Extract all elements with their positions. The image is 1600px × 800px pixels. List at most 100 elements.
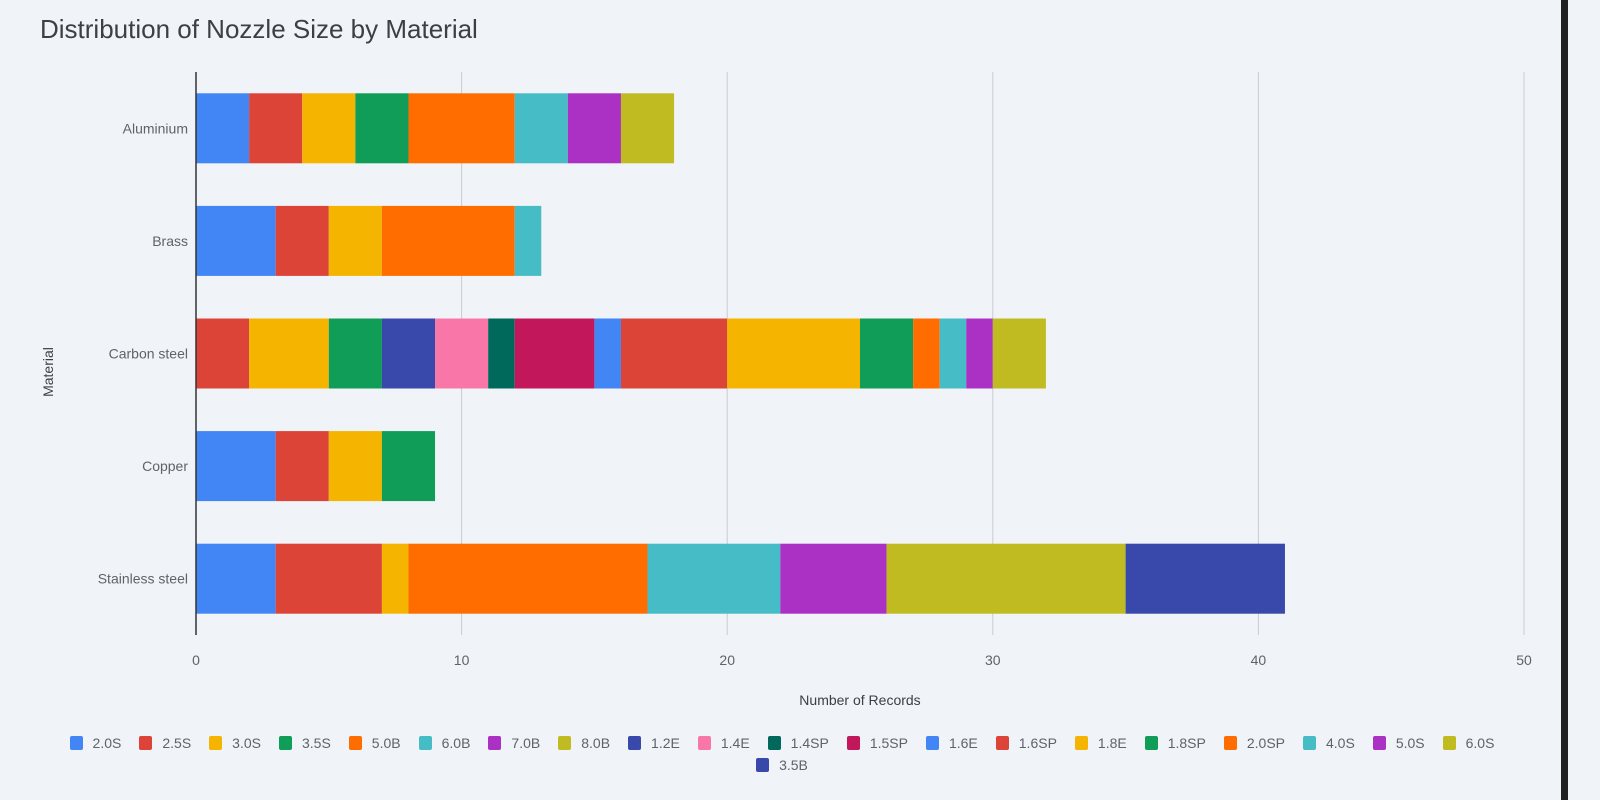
legend-item[interactable]: 2.0S [69, 733, 122, 752]
legend-label: 3.0S [232, 734, 261, 751]
legend-swatch [69, 735, 83, 750]
bar-segment-5.0S [780, 543, 887, 614]
bar-segment-3.0S [249, 318, 329, 389]
legend-swatch [488, 735, 502, 750]
y-tick-label: Copper [142, 458, 188, 474]
legend-label: 2.5S [162, 734, 192, 751]
legend-item[interactable]: 6.0S [1442, 733, 1494, 752]
bar-segment-2.5S [249, 93, 303, 164]
legend-item[interactable]: 7.0B [488, 733, 540, 752]
legend-item[interactable]: 1.5SP [846, 733, 908, 752]
legend-label: 1.8SP [1167, 734, 1206, 751]
x-axis-label: Number of Records [799, 692, 920, 708]
legend-swatch [418, 735, 432, 750]
legend-label: 5.0S [1395, 734, 1425, 751]
bar-segment-1.6E [594, 318, 621, 389]
legend: 2.0S 2.5S 3.0S 3.5S 5.0B 6.0B 7.0B 8.0B 1.2E 1.4E… [40, 733, 1530, 774]
legend-label: 1.8E [1097, 734, 1127, 751]
legend-item[interactable]: 1.4SP [767, 733, 829, 752]
legend-label: 7.0B [511, 734, 541, 751]
legend-swatch [348, 735, 362, 750]
bar-segment-8.0B [620, 93, 675, 164]
bar-segment-2.0SP [408, 543, 648, 614]
legend-swatch [1372, 735, 1386, 750]
bar-segment-2.0S [196, 431, 276, 502]
legend-swatch [756, 757, 770, 772]
bar-segment-5.0B [381, 205, 515, 276]
bar-segment-2.5S [275, 543, 382, 614]
legend-label: 1.4E [720, 734, 750, 751]
legend-swatch [925, 735, 939, 750]
y-tick-label: Stainless steel [98, 571, 188, 587]
legend-item[interactable]: 4.0S [1303, 733, 1355, 752]
x-tick-label: 30 [985, 652, 1001, 668]
legend-label: 1.6SP [1018, 734, 1057, 751]
chart-title: Distribution of Nozzle Size by Material [40, 14, 478, 44]
legend-item[interactable]: 3.5S [278, 733, 331, 752]
legend-swatch [139, 735, 153, 750]
bar-segment-3.5S [381, 431, 436, 502]
bar-segment-3.5S [355, 93, 409, 164]
legend-label: 1.4SP [790, 734, 829, 751]
x-tick-label: 40 [1251, 652, 1267, 668]
legend-swatch [846, 735, 860, 750]
legend-label: 1.5SP [869, 734, 908, 751]
y-axis-label: Material [40, 347, 56, 397]
legend-label: 5.0B [371, 734, 401, 751]
legend-swatch [628, 735, 642, 750]
bar-segment-1.2E [381, 318, 436, 389]
legend-swatch [1442, 735, 1456, 750]
x-tick-label: 0 [192, 652, 200, 668]
legend-item[interactable]: 2.0SP [1223, 733, 1285, 752]
bar-segment-3.5B [1125, 543, 1285, 614]
legend-swatch [209, 735, 223, 750]
legend-swatch [1144, 735, 1158, 750]
legend-item[interactable]: 5.0S [1372, 733, 1425, 752]
bar-segment-4.0S [647, 543, 781, 614]
bar-segment-3.0S [328, 431, 382, 502]
x-tick-label: 50 [1516, 652, 1532, 668]
legend-swatch [1303, 735, 1316, 750]
legend-label: 1.6E [948, 734, 978, 751]
legend-item[interactable]: 6.0B [418, 733, 470, 752]
y-tick-label: Carbon steel [109, 346, 188, 362]
bar-segment-5.0B [408, 93, 515, 164]
bar-segment-2.5S [275, 431, 329, 502]
legend-item[interactable]: 1.6SP [995, 733, 1057, 752]
legend-label: 3.5B [779, 756, 808, 773]
bar-segment-1.4SP [488, 318, 515, 389]
legend-item[interactable]: 2.5S [139, 733, 191, 752]
legend-item[interactable]: 1.6E [925, 733, 978, 752]
legend-item[interactable]: 1.2E [628, 733, 680, 752]
legend-label: 2.0SP [1246, 734, 1285, 751]
y-tick-label: Brass [152, 233, 188, 249]
x-tick-label: 10 [454, 652, 470, 668]
legend-item[interactable]: 5.0B [348, 733, 401, 752]
x-tick-label: 20 [719, 652, 735, 668]
bar-segment-3.0S [328, 205, 382, 276]
bar-segment-7.0B [567, 93, 621, 164]
legend-item[interactable]: 1.4E [697, 733, 750, 752]
legend-label: 2.0S [92, 734, 122, 751]
bar-segment-1.8SP [860, 318, 914, 389]
legend-swatch [1223, 735, 1237, 750]
bar-segment-2.0S [196, 205, 276, 276]
bar-segment-2.5S [196, 318, 250, 389]
legend-item[interactable]: 3.5B [756, 755, 808, 774]
bar-segment-2.0S [196, 93, 250, 164]
bar-segment-2.5S [275, 205, 329, 276]
legend-label: 4.0S [1326, 734, 1355, 751]
legend-item[interactable]: 3.0S [209, 733, 261, 752]
legend-swatch [558, 735, 572, 750]
legend-item[interactable]: 1.8E [1074, 733, 1127, 752]
bar-segment-5.0S [966, 318, 993, 389]
bar-segment-3.5S [328, 318, 382, 389]
bar-segment-1.8E [727, 318, 860, 389]
legend-item[interactable]: 1.8SP [1144, 733, 1206, 752]
legend-item[interactable]: 8.0B [558, 733, 610, 752]
legend-swatch [995, 735, 1009, 750]
bar-segment-1.4E [435, 318, 489, 389]
bar-segment-6.0B [514, 93, 568, 164]
bar-segment-1.5SP [514, 318, 595, 389]
